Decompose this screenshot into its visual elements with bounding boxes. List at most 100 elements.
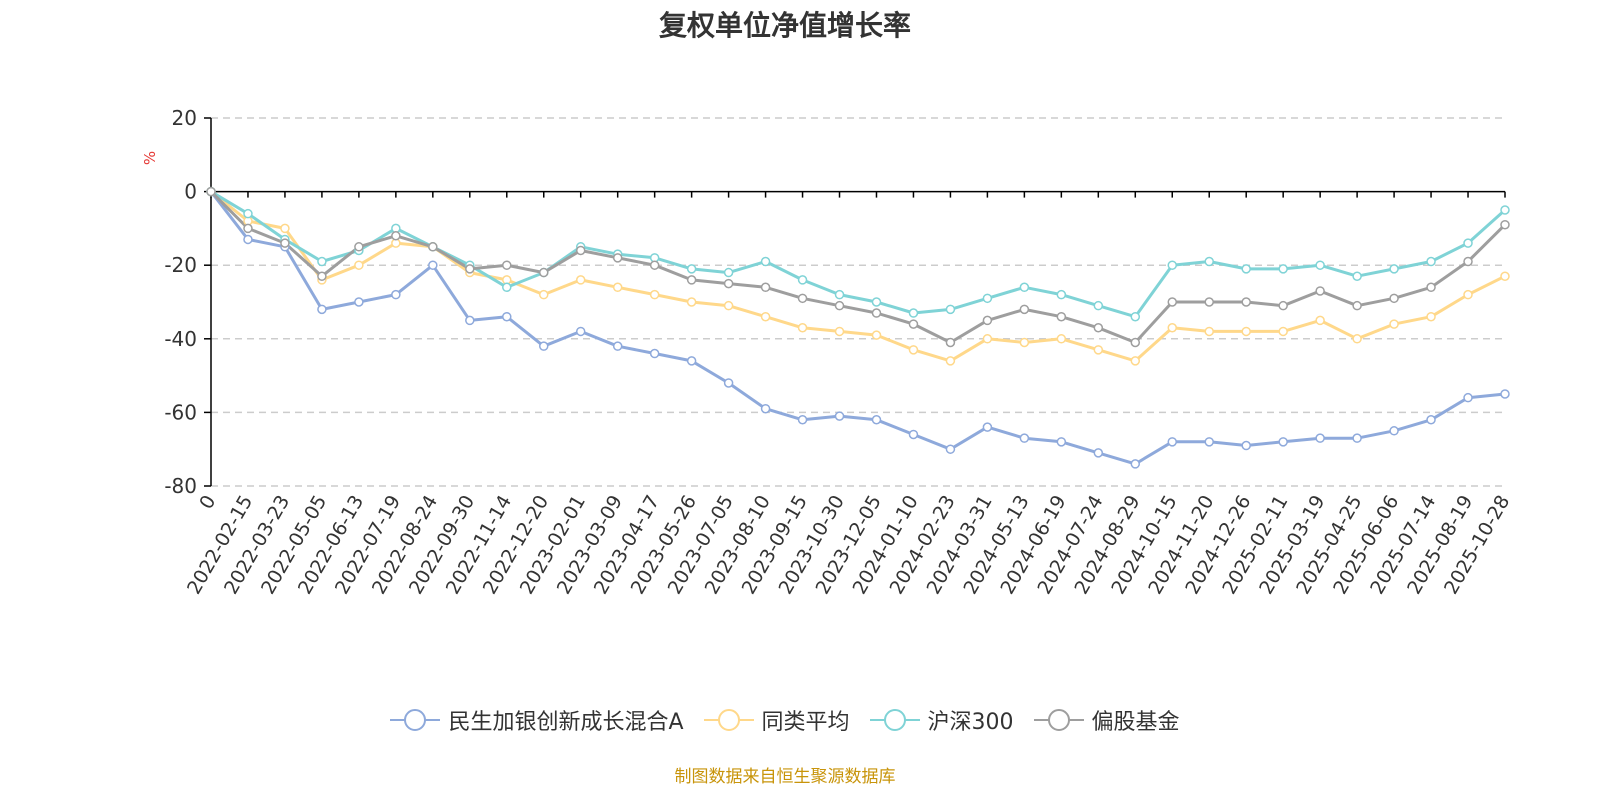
data-point — [1130, 356, 1141, 366]
axes — [204, 117, 1506, 487]
data-point — [760, 256, 771, 267]
data-point — [1389, 264, 1399, 274]
grid-lines — [211, 117, 1505, 487]
data-point — [538, 267, 549, 278]
data-point — [538, 341, 549, 351]
data-point — [1278, 264, 1288, 274]
data-point — [1463, 238, 1473, 248]
data-point — [1315, 260, 1325, 270]
data-point — [1426, 282, 1436, 293]
data-point — [760, 403, 771, 414]
data-point — [1167, 323, 1178, 333]
data-point — [1019, 433, 1030, 443]
data-point — [1019, 282, 1030, 293]
data-point — [686, 297, 697, 307]
data-point — [465, 315, 475, 326]
data-point — [1426, 415, 1436, 425]
data-point — [908, 319, 919, 329]
data-point — [1426, 311, 1436, 322]
x-tick-label: 0 — [195, 492, 220, 513]
data-point — [502, 260, 512, 270]
data-point — [1130, 459, 1141, 469]
data-point — [1167, 260, 1178, 270]
data-point — [1500, 205, 1510, 215]
data-point — [871, 308, 882, 318]
data-point — [391, 289, 401, 300]
data-point — [1204, 326, 1214, 337]
data-point — [797, 275, 808, 285]
series-markers — [206, 186, 1510, 469]
data-point — [354, 297, 364, 307]
data-point — [354, 242, 364, 252]
data-point — [723, 278, 734, 289]
data-point — [760, 311, 771, 322]
data-point — [945, 356, 956, 366]
data-point — [612, 341, 623, 351]
data-point — [1167, 297, 1178, 307]
data-point — [1463, 256, 1473, 267]
data-point — [502, 282, 512, 293]
data-point — [391, 231, 401, 241]
data-point — [1315, 286, 1325, 296]
data-point — [871, 330, 882, 340]
axis-labels: 200-20-40-60-80%02022-02-152022-03-23202… — [141, 106, 1514, 598]
legend-label: 沪深300 — [927, 710, 1014, 735]
data-point — [575, 326, 586, 337]
data-point — [723, 378, 734, 388]
data-point — [428, 260, 438, 270]
data-point — [1130, 311, 1141, 322]
data-point — [1352, 334, 1362, 344]
data-point — [502, 311, 512, 322]
legend-item[interactable]: 民生加银创新成长混合A — [390, 704, 684, 736]
data-point — [1204, 256, 1214, 267]
chart-title: 复权单位净值增长率 — [658, 9, 911, 42]
data-point — [354, 260, 364, 270]
data-point — [465, 264, 475, 274]
y-tick-label: 20 — [172, 106, 197, 130]
data-point — [1241, 326, 1251, 337]
data-point — [1389, 426, 1399, 436]
legend-item[interactable]: 偏股基金 — [1033, 704, 1180, 736]
data-point — [1056, 437, 1067, 447]
data-point — [686, 275, 697, 285]
data-point — [686, 356, 697, 366]
data-point — [1093, 345, 1104, 355]
series-line — [209, 190, 1507, 344]
legend: 民生加银创新成长混合A 同类平均 沪深300 偏股基金 — [0, 704, 1570, 736]
data-point — [945, 337, 956, 348]
y-tick-label: -40 — [164, 327, 197, 351]
data-point — [243, 208, 253, 219]
data-point — [1500, 271, 1510, 281]
series-line — [210, 190, 1507, 319]
y-axis-label: % — [141, 151, 159, 165]
data-point — [1093, 300, 1104, 311]
data-point — [982, 293, 993, 304]
y-tick-label: -20 — [164, 253, 197, 277]
data-point — [760, 282, 771, 293]
data-point — [797, 415, 808, 425]
data-point — [243, 234, 253, 245]
data-point — [280, 223, 290, 234]
legend-label: 民生加银创新成长混合A — [448, 710, 684, 735]
data-point — [1278, 437, 1288, 447]
legend-label: 同类平均 — [761, 710, 850, 735]
legend-item[interactable]: 同类平均 — [703, 704, 850, 736]
legend-item[interactable]: 沪深300 — [869, 704, 1014, 736]
data-point — [982, 334, 993, 344]
data-point — [871, 415, 882, 425]
y-tick-label: 0 — [184, 180, 197, 204]
data-point — [612, 253, 623, 263]
legend-circle-icon — [1033, 709, 1084, 731]
data-point — [317, 256, 327, 267]
data-point — [649, 260, 660, 270]
data-point — [1352, 271, 1362, 281]
data-point — [280, 238, 290, 248]
y-tick-label: -60 — [164, 400, 197, 424]
data-point — [723, 300, 734, 311]
data-point — [1389, 319, 1399, 329]
data-point — [575, 275, 586, 285]
data-point — [243, 223, 253, 234]
data-point — [1093, 448, 1104, 458]
data-point — [908, 345, 919, 355]
